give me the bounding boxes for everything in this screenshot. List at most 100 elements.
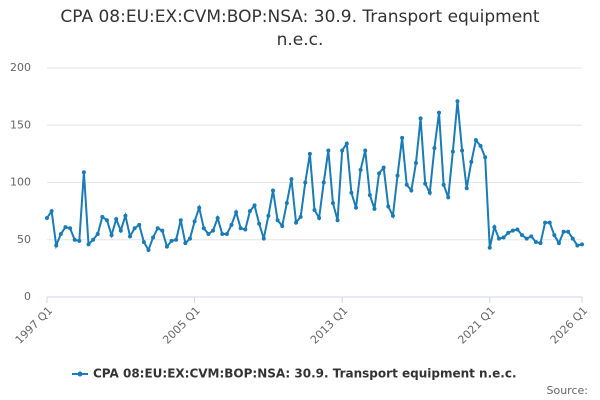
- point: [455, 99, 460, 104]
- point: [45, 215, 49, 220]
- point: [211, 228, 216, 233]
- series-line: [46, 101, 583, 253]
- point: [575, 243, 580, 248]
- point: [266, 213, 271, 218]
- point: [317, 215, 322, 220]
- point: [284, 201, 289, 206]
- point: [86, 242, 91, 247]
- point: [178, 218, 183, 223]
- point: [469, 159, 474, 164]
- point: [524, 236, 529, 241]
- y-tick-label: 0: [24, 290, 31, 303]
- point: [483, 155, 488, 160]
- point: [520, 233, 525, 238]
- point: [441, 182, 446, 187]
- point: [473, 138, 478, 143]
- chart-title: CPA 08:EU:EX:CVM:BOP:NSA: 30.9. Transpor…: [60, 7, 540, 50]
- point: [238, 226, 243, 231]
- point: [261, 236, 266, 241]
- point: [201, 226, 206, 231]
- point: [146, 248, 151, 253]
- point: [169, 238, 174, 243]
- point: [450, 149, 455, 154]
- point: [349, 190, 354, 195]
- point: [423, 181, 428, 186]
- x-tick-label: 2005 Q1: [160, 304, 203, 347]
- point: [141, 240, 146, 245]
- y-tick-label: 200: [10, 61, 31, 74]
- point: [354, 205, 359, 210]
- point: [533, 240, 538, 245]
- point: [395, 173, 400, 178]
- point: [63, 225, 68, 230]
- point: [183, 241, 188, 246]
- point: [164, 244, 169, 249]
- point: [95, 232, 100, 237]
- point: [561, 229, 566, 234]
- point: [464, 186, 469, 191]
- point: [280, 224, 285, 229]
- point: [174, 237, 179, 242]
- point: [160, 228, 165, 233]
- point: [91, 237, 96, 242]
- point: [206, 232, 211, 237]
- point: [330, 201, 335, 206]
- point: [197, 205, 202, 210]
- point: [400, 135, 405, 140]
- point: [77, 238, 82, 243]
- point: [427, 190, 432, 195]
- point: [114, 217, 119, 222]
- point: [386, 204, 391, 209]
- point: [566, 229, 571, 234]
- y-tick-label: 150: [10, 118, 31, 131]
- point: [132, 226, 137, 231]
- y-tick-label: 50: [17, 233, 31, 246]
- point: [570, 236, 575, 241]
- point: [556, 241, 561, 246]
- point: [515, 227, 520, 232]
- point: [547, 220, 552, 225]
- point: [275, 218, 280, 223]
- point: [340, 148, 345, 153]
- point: [326, 148, 331, 153]
- point: [363, 148, 368, 153]
- point: [220, 232, 225, 237]
- point: [289, 177, 294, 182]
- point: [303, 180, 308, 185]
- point: [437, 110, 442, 115]
- point: [409, 188, 414, 193]
- point: [307, 151, 312, 156]
- point: [72, 237, 77, 242]
- point: [257, 221, 262, 226]
- point: [312, 207, 317, 212]
- point: [344, 141, 349, 146]
- point: [187, 236, 192, 241]
- point: [413, 161, 418, 166]
- point: [54, 243, 59, 248]
- point: [109, 233, 114, 238]
- x-tick-label: 2013 Q1: [308, 304, 351, 347]
- point: [192, 219, 197, 224]
- point: [81, 170, 86, 175]
- point: [432, 146, 437, 151]
- point: [552, 233, 557, 238]
- point: [137, 222, 142, 227]
- point: [543, 220, 548, 225]
- point: [501, 235, 506, 240]
- point: [418, 116, 423, 121]
- point: [377, 171, 382, 176]
- point: [68, 226, 73, 231]
- x-tick-label: 2021 Q1: [455, 304, 498, 347]
- point: [390, 213, 395, 218]
- point: [492, 225, 497, 230]
- point: [460, 148, 465, 153]
- point: [215, 215, 220, 220]
- point: [506, 230, 511, 235]
- point: [298, 214, 303, 219]
- point: [321, 180, 326, 185]
- point: [358, 167, 363, 172]
- point: [100, 214, 105, 219]
- point: [128, 234, 133, 239]
- point: [151, 235, 156, 240]
